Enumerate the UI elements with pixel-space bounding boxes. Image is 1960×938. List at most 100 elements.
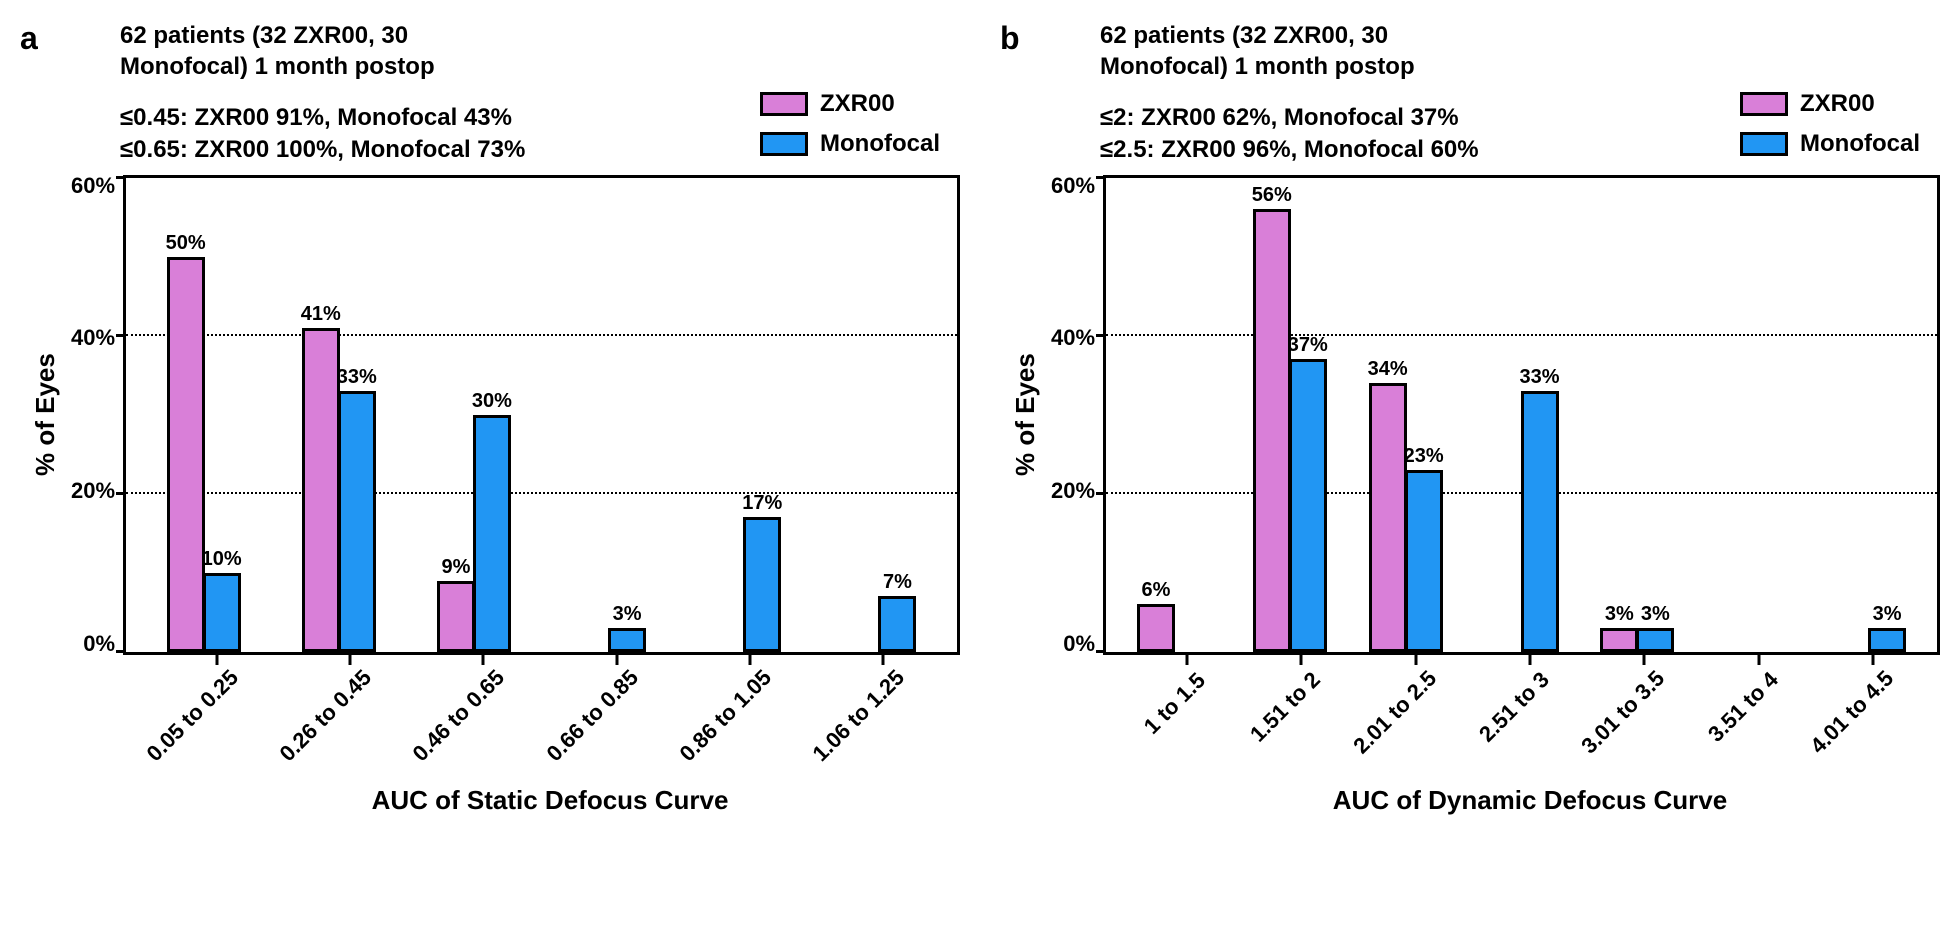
legend-item: Monofocal [1740,130,1920,158]
x-tick-label: 1 to 1.5 [1139,667,1211,739]
x-tick-group: 0.46 to 0.65 [417,655,550,775]
bar-value-label: 37% [1288,334,1328,357]
y-tick-label: 20% [1051,480,1095,502]
bar: 37% [1289,359,1327,651]
y-tick-label: 40% [1051,327,1095,349]
x-tick-group: 2.01 to 2.5 [1359,655,1473,775]
header-line: Monofocal) 1 month postop [1100,51,1940,82]
header-block: 62 patients (32 ZXR00, 30Monofocal) 1 mo… [120,20,960,82]
bar-value-label: 17% [742,492,782,515]
panel-label: b [1000,20,1020,57]
y-tick-label: 20% [71,480,115,502]
y-tick-mark [116,334,126,337]
y-tick-mark [116,492,126,495]
y-tick-label: 60% [1051,175,1095,197]
x-axis: 1 to 1.5 1.51 to 22.01 to 2.52.51 to 3 3.0… [1000,655,1940,775]
bar-value-label: 3% [1873,603,1902,626]
bar: 41% [302,328,340,652]
x-tick-mark [1757,655,1760,665]
chart-wrap: % of Eyes60%40%20%0%50%10%41%33%9%30%3%1… [20,175,960,655]
y-tick-mark [1096,334,1106,337]
x-label-wrap: AUC of Static Defocus Curve [140,785,960,816]
legend-label: Monofocal [1800,130,1920,158]
x-tick-label: 0.05 to 0.25 [141,664,243,766]
bar-group: 3%3% [1579,178,1695,652]
panel-label: a [20,20,38,57]
bar: 33% [1521,391,1559,652]
legend: ZXR00 Monofocal [1740,90,1920,170]
x-tick-label: 3.51 to 4 [1703,667,1784,748]
x-tick-group: 1.06 to 1.25 [817,655,950,775]
x-tick-label: 1.06 to 1.25 [808,664,910,766]
bar-value-label: 50% [166,232,206,255]
y-tick-label: 40% [71,327,115,349]
y-tick-mark [1096,176,1106,179]
bar-group: 6% [1116,178,1232,652]
bar-group: 17% [677,178,812,652]
x-tick-label: 0.26 to 0.45 [274,664,376,766]
x-axis-label: AUC of Static Defocus Curve [140,785,960,816]
bars-row: 50%10%41%33%9%30%3%17%7% [126,178,957,652]
y-axis: 60%40%20%0% [1051,175,1103,655]
x-tick-mark [348,655,351,665]
x-axis-spacer [1000,655,1120,775]
y-tick-mark [1096,650,1106,653]
bar-value-label: 30% [472,390,512,413]
bar-group: 9% 30% [406,178,541,652]
x-tick-mark [748,655,751,665]
legend-swatch [1740,132,1788,156]
bar-group: 33% [1464,178,1580,652]
legend-swatch [1740,92,1788,116]
x-tick-mark [1528,655,1531,665]
bar: 3% [1636,628,1674,652]
x-tick-mark [615,655,618,665]
bar-value-label: 33% [1519,366,1559,389]
x-tick-group: 3.01 to 3.5 [1587,655,1701,775]
bar-value-label: 23% [1404,445,1444,468]
bar: 33% [338,391,376,652]
x-tick-group: 0.05 to 0.25 [150,655,283,775]
x-tick-mark [1871,655,1874,665]
bar-value-label: 3% [1641,603,1670,626]
bars-row: 6%56%37%34%23%33%3%3%3% [1106,178,1937,652]
x-axis: 0.05 to 0.250.26 to 0.450.46 to 0.650.66… [20,655,960,775]
x-tick-group: 2.51 to 3 [1473,655,1587,775]
x-label-wrap: AUC of Dynamic Defocus Curve [1120,785,1940,816]
x-tick-label: 4.01 to 4.5 [1805,665,1899,759]
x-tick-group: 3.51 to 4 [1701,655,1815,775]
x-tick-mark [882,655,885,665]
bar-value-label: 33% [337,366,377,389]
x-tick-label: 2.51 to 3 [1474,667,1555,748]
bar-value-label: 3% [1605,603,1634,626]
legend-item: ZXR00 [1740,90,1920,118]
bar: 7% [878,596,916,651]
bar-value-label: 7% [883,571,912,594]
legend-swatch [760,92,808,116]
x-tick-group: 1.51 to 2 [1244,655,1358,775]
header-block: 62 patients (32 ZXR00, 30Monofocal) 1 mo… [1100,20,1940,82]
panel-b: b 62 patients (32 ZXR00, 30Monofocal) 1 m… [1000,20,1940,816]
x-tick-mark [1414,655,1417,665]
bar-value-label: 3% [613,603,642,626]
x-tick-mark [1300,655,1303,665]
x-tick-row: 1 to 1.5 1.51 to 22.01 to 2.52.51 to 3 3.0… [1120,655,1940,775]
bar-group: 3% [542,178,677,652]
bar-value-label: 9% [441,556,470,579]
chart-container: a 62 patients (32 ZXR00, 30Monofocal) 1 m… [20,20,1940,816]
bar: 50% [167,257,205,652]
x-tick-group: 1 to 1.5 [1130,655,1244,775]
bar: 17% [743,517,781,651]
x-tick-label: 0.46 to 0.65 [408,664,510,766]
x-tick-row: 0.05 to 0.250.26 to 0.450.46 to 0.650.66… [140,655,960,775]
x-axis-spacer [20,655,140,775]
bar: 56% [1253,209,1291,651]
x-tick-mark [215,655,218,665]
bar-value-label: 6% [1142,579,1171,602]
bar-value-label: 56% [1252,184,1292,207]
x-tick-group: 0.26 to 0.45 [283,655,416,775]
x-tick-label: 0.66 to 0.85 [541,664,643,766]
x-tick-label: 3.01 to 3.5 [1577,665,1671,759]
legend-swatch [760,132,808,156]
bar-group: 7% [812,178,947,652]
x-tick-group: 4.01 to 4.5 [1816,655,1930,775]
